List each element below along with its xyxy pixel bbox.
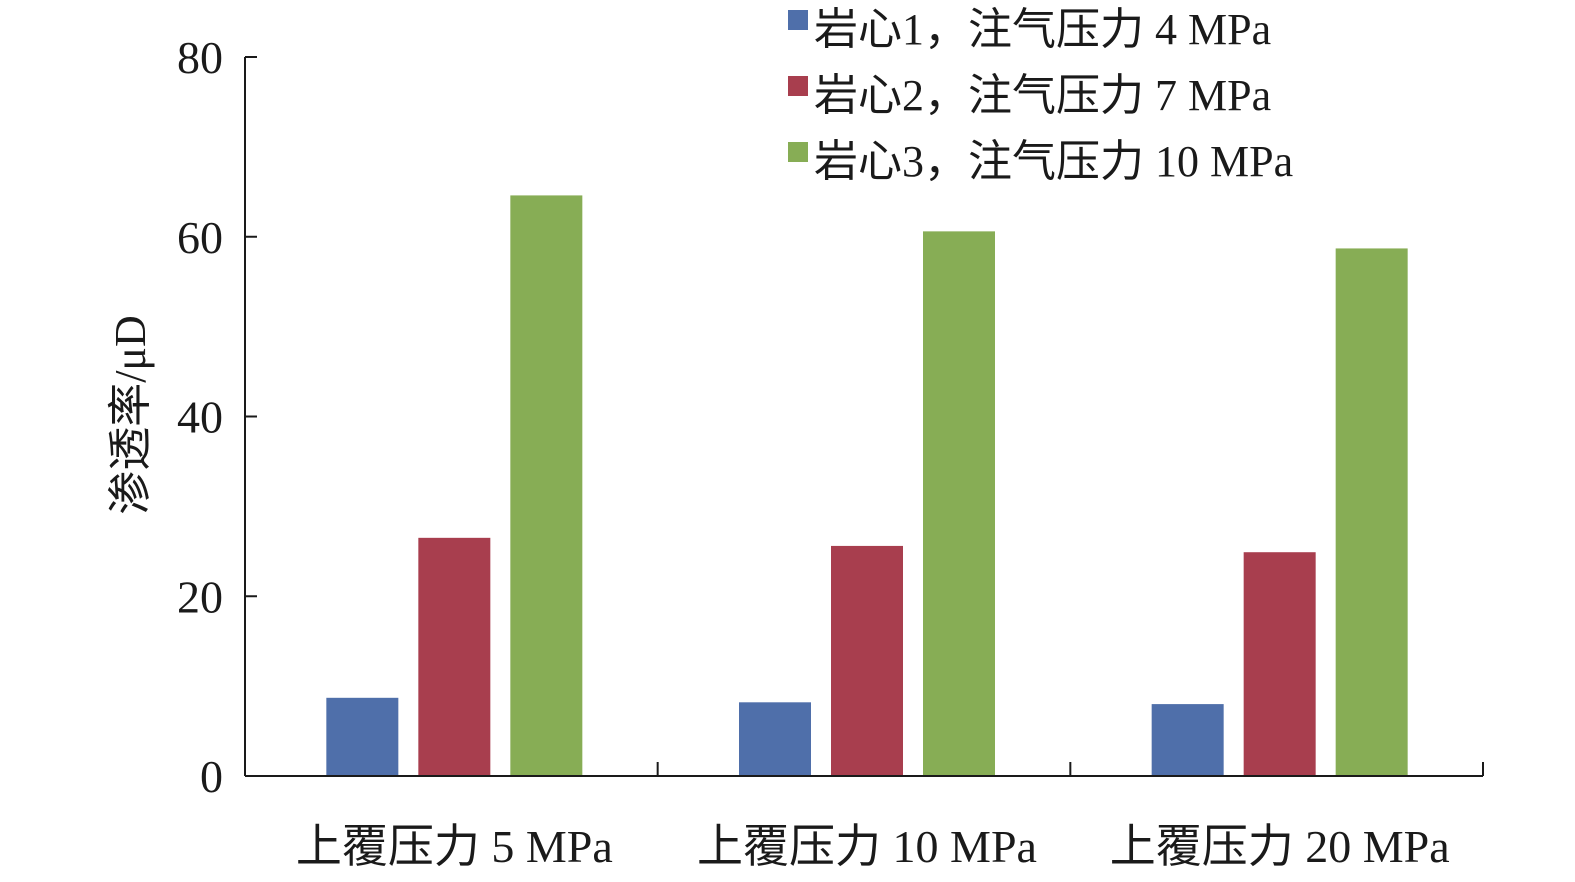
legend-swatch <box>788 76 808 96</box>
legend-label: 岩心3，注气压力 10 MPa <box>814 137 1293 186</box>
bar <box>739 702 811 776</box>
y-tick-label: 60 <box>177 212 223 263</box>
x-category-label: 上覆压力 10 MPa <box>697 821 1037 872</box>
legend-swatch <box>788 142 808 162</box>
bar <box>1243 552 1316 776</box>
bar <box>923 231 995 777</box>
bar <box>510 195 583 777</box>
x-category-label: 上覆压力 5 MPa <box>296 821 613 872</box>
legend-label: 岩心2，注气压力 7 MPa <box>814 71 1271 120</box>
bar <box>1151 704 1224 776</box>
bar <box>326 697 399 776</box>
y-axis-label: 渗透率/μD <box>106 315 155 515</box>
legend: 岩心1，注气压力 4 MPa 岩心2，注气压力 7 MPa 岩心3，注气压力 10 … <box>788 5 1293 186</box>
y-tick-label: 80 <box>177 32 223 83</box>
x-category-label: 上覆压力 20 MPa <box>1110 821 1450 872</box>
y-tick-label: 20 <box>177 571 223 622</box>
bar <box>418 537 491 776</box>
legend-swatch <box>788 10 808 30</box>
bar <box>831 545 903 776</box>
axes: 0 20 40 60 80 上覆压力 5 MPa 上覆压力 10 MPa 上覆压力 20 MP… <box>177 32 1484 872</box>
legend-label: 岩心1，注气压力 4 MPa <box>814 5 1271 54</box>
bar <box>1335 248 1408 777</box>
bars <box>326 195 1408 777</box>
y-tick-label: 40 <box>177 392 223 443</box>
y-tick-label: 0 <box>200 751 223 802</box>
